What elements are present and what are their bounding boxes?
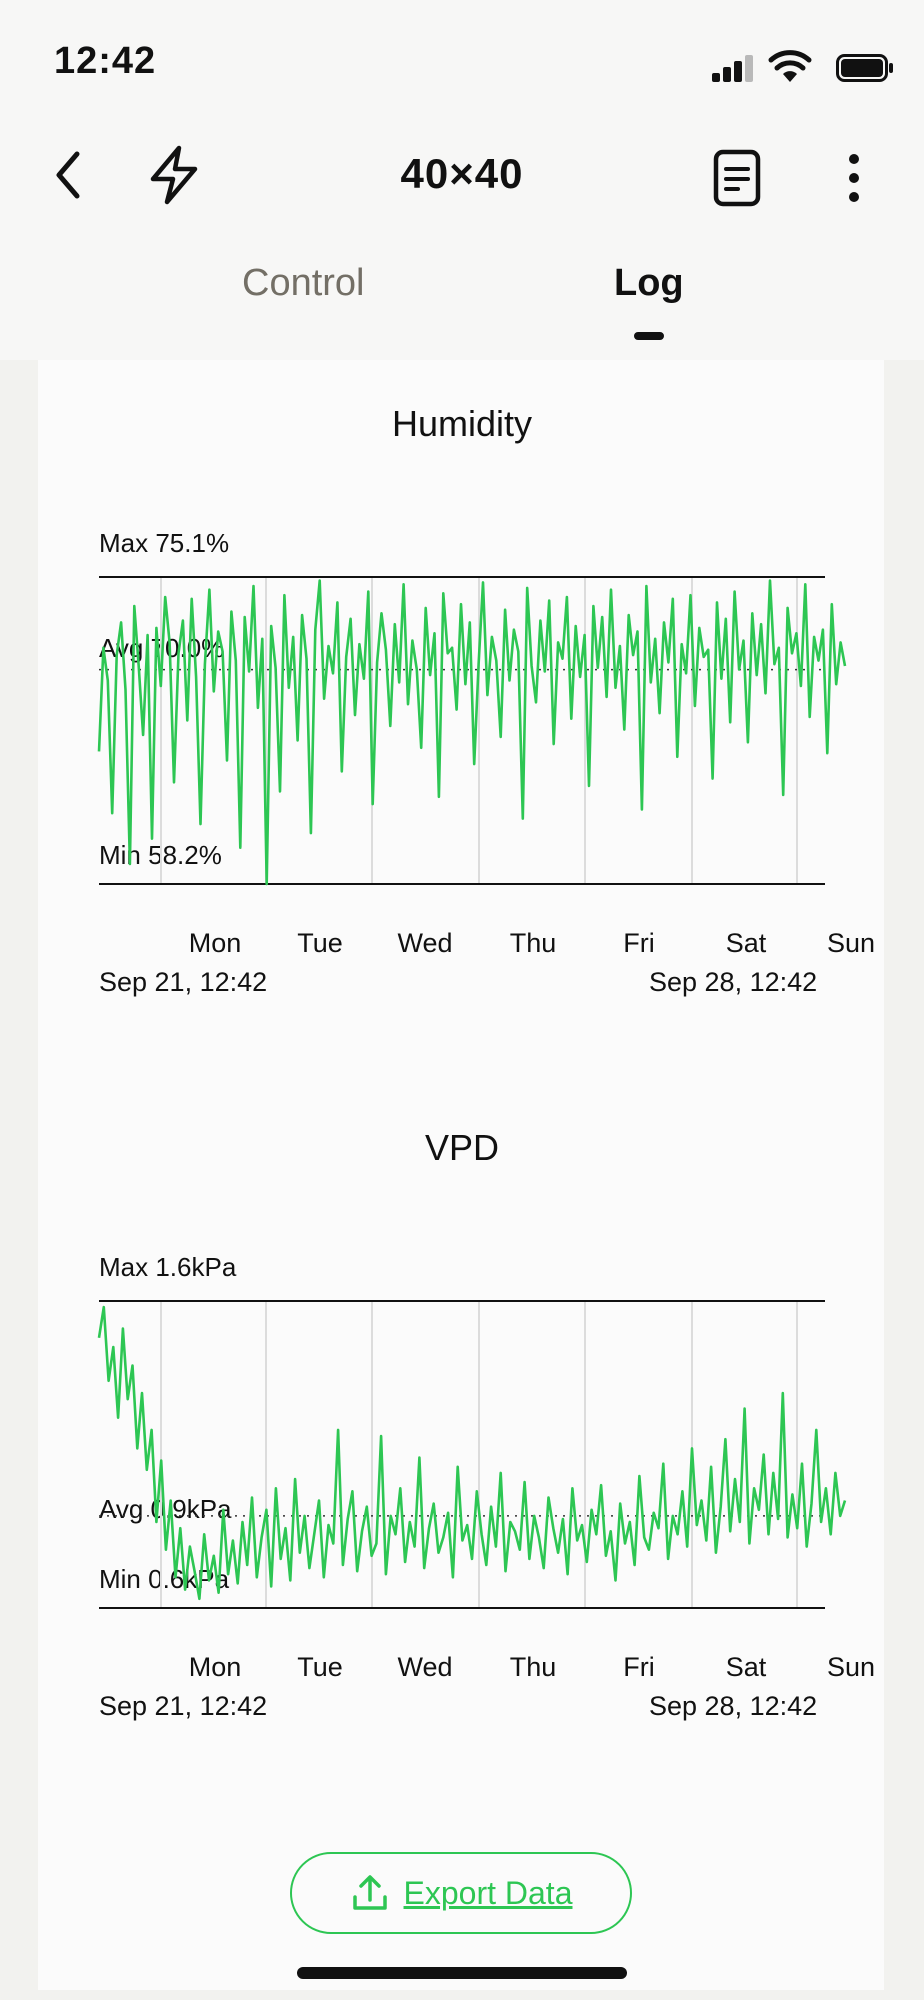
page-title: 40×40 bbox=[400, 150, 524, 197]
status-time: 12:42 bbox=[54, 40, 157, 82]
lightning-icon bbox=[150, 145, 198, 205]
humidity-day-thu: Thu bbox=[509, 928, 557, 958]
status-icons bbox=[694, 48, 894, 84]
vpd-chart-title: VPD bbox=[424, 1127, 500, 1168]
tab-log[interactable]: Log bbox=[614, 262, 684, 304]
signal-icon bbox=[712, 54, 754, 82]
active-tab-indicator bbox=[634, 332, 664, 340]
upload-icon bbox=[352, 1875, 387, 1910]
vpd-day-sun: Sun bbox=[826, 1652, 876, 1682]
notes-button[interactable] bbox=[712, 148, 762, 208]
humidity-day-sun: Sun bbox=[826, 928, 876, 958]
vpd-max-label: Max 1.6kPa bbox=[99, 1252, 237, 1282]
export-data-button[interactable]: Export Data bbox=[290, 1852, 632, 1934]
vpd-start-date: Sep 21, 12:42 bbox=[99, 1691, 268, 1721]
vpd-avg-label: Avg 0.9kPa bbox=[99, 1494, 232, 1524]
vpd-day-tue: Tue bbox=[297, 1652, 343, 1682]
log-card bbox=[38, 360, 884, 1990]
humidity-day-wed: Wed bbox=[397, 928, 453, 958]
humidity-max-label: Max 75.1% bbox=[99, 528, 230, 558]
document-icon bbox=[713, 149, 761, 207]
battery-icon bbox=[836, 54, 893, 82]
wifi-icon bbox=[768, 50, 812, 82]
vpd-day-mon: Mon bbox=[188, 1652, 242, 1682]
humidity-chart-title: Humidity bbox=[391, 403, 533, 444]
export-data-label: Export Data bbox=[403, 1874, 573, 1911]
chevron-left-icon bbox=[56, 151, 80, 199]
more-vertical-icon bbox=[849, 154, 859, 202]
tab-control[interactable]: Control bbox=[242, 262, 365, 304]
humidity-min-label: Min 58.2% bbox=[99, 840, 222, 870]
vpd-end-date: Sep 28, 12:42 bbox=[649, 1691, 818, 1721]
vpd-min-label: Min 0.6kPa bbox=[99, 1564, 230, 1594]
back-button[interactable] bbox=[46, 148, 90, 202]
vpd-day-wed: Wed bbox=[397, 1652, 453, 1682]
vpd-day-sat: Sat bbox=[725, 1652, 767, 1682]
vpd-day-fri: Fri bbox=[623, 1652, 655, 1682]
humidity-day-sat: Sat bbox=[725, 928, 767, 958]
more-button[interactable] bbox=[844, 150, 864, 206]
humidity-day-fri: Fri bbox=[623, 928, 655, 958]
vpd-day-thu: Thu bbox=[509, 1652, 557, 1682]
home-indicator bbox=[297, 1967, 627, 1979]
humidity-start-date: Sep 21, 12:42 bbox=[99, 967, 268, 997]
humidity-end-date: Sep 28, 12:42 bbox=[649, 967, 818, 997]
humidity-day-tue: Tue bbox=[297, 928, 343, 958]
quick-action-button[interactable] bbox=[146, 144, 202, 206]
humidity-day-mon: Mon bbox=[188, 928, 242, 958]
humidity-avg-label: Avg 70.0% bbox=[99, 633, 225, 663]
top-bar: 12:42 40×40 bbox=[0, 0, 924, 360]
